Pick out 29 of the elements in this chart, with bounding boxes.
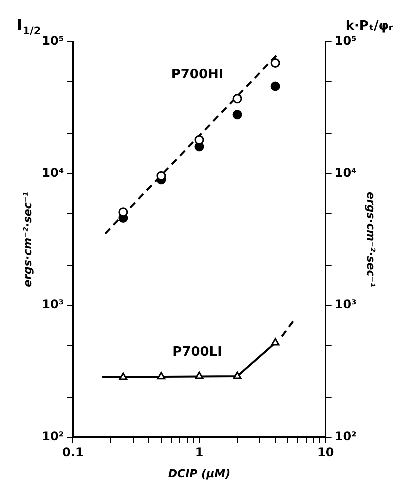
point (118, 208, 128, 218)
x-tick-label: 0.1 (62, 446, 84, 460)
y-tick-label: 10² (42, 430, 64, 444)
text: k·Pₜ/φᵣ (346, 19, 394, 34)
point (270, 82, 280, 92)
point (157, 372, 166, 380)
point (270, 58, 280, 68)
point (232, 110, 242, 120)
point (156, 171, 166, 181)
point (232, 94, 242, 104)
series-label: P700HI (171, 67, 224, 82)
y-tick-label: 10⁴ (42, 166, 64, 180)
series-label: P700LI (172, 344, 222, 360)
y2-axis-title: ergs·cm⁻²·sec⁻¹ (364, 192, 378, 288)
x-tick-label: 10 (317, 446, 334, 460)
text: 10⁵ (334, 34, 357, 48)
text: 10² (334, 430, 357, 444)
text: 10⁴ (334, 166, 357, 180)
x-tick-label: 1 (195, 446, 204, 460)
point (194, 135, 204, 145)
point (271, 338, 280, 346)
y-tick-label: 10⁵ (42, 34, 64, 48)
point (233, 372, 242, 380)
y-tick-label: 10³ (42, 298, 64, 312)
text: 10³ (334, 298, 357, 312)
point (119, 372, 128, 380)
point (195, 372, 204, 380)
x-axis-title: DCIP (μM) (168, 467, 231, 480)
y-axis-title: ergs·cm⁻²·sec⁻¹ (21, 192, 34, 288)
